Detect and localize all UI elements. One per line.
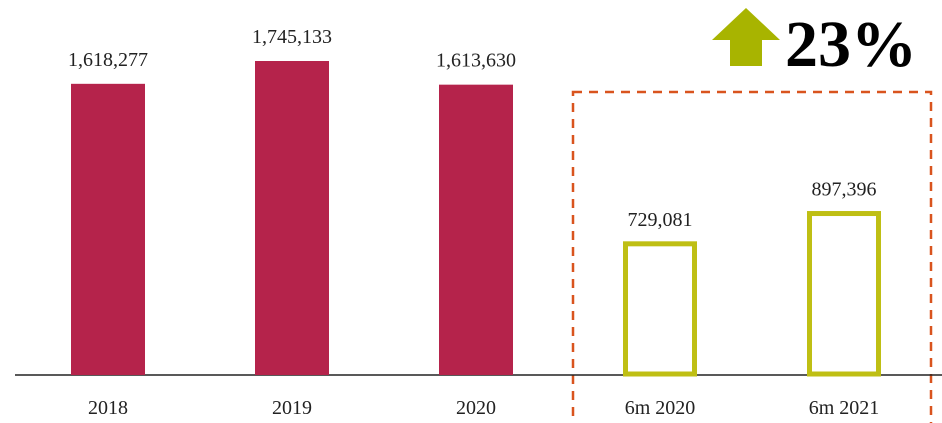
value-label: 1,745,133 [252, 26, 332, 48]
x-tick-label: 2020 [456, 397, 496, 419]
x-tick-label: 6m 2020 [625, 397, 696, 419]
bar [255, 61, 329, 375]
bar [71, 83, 145, 375]
value-label: 1,613,630 [436, 50, 516, 72]
x-tick-label: 2018 [88, 397, 128, 419]
annotation: 23% [785, 8, 917, 81]
x-tick-label: 2019 [272, 397, 312, 419]
bar [439, 84, 513, 376]
value-label: 729,081 [628, 209, 693, 231]
value-label: 897,396 [812, 179, 877, 201]
bar [807, 211, 881, 377]
bar [623, 241, 697, 377]
highlight-box [571, 90, 933, 423]
up-arrow [712, 8, 780, 66]
x-tick-label: 6m 2021 [809, 397, 880, 419]
value-label: 1,618,277 [68, 49, 148, 71]
